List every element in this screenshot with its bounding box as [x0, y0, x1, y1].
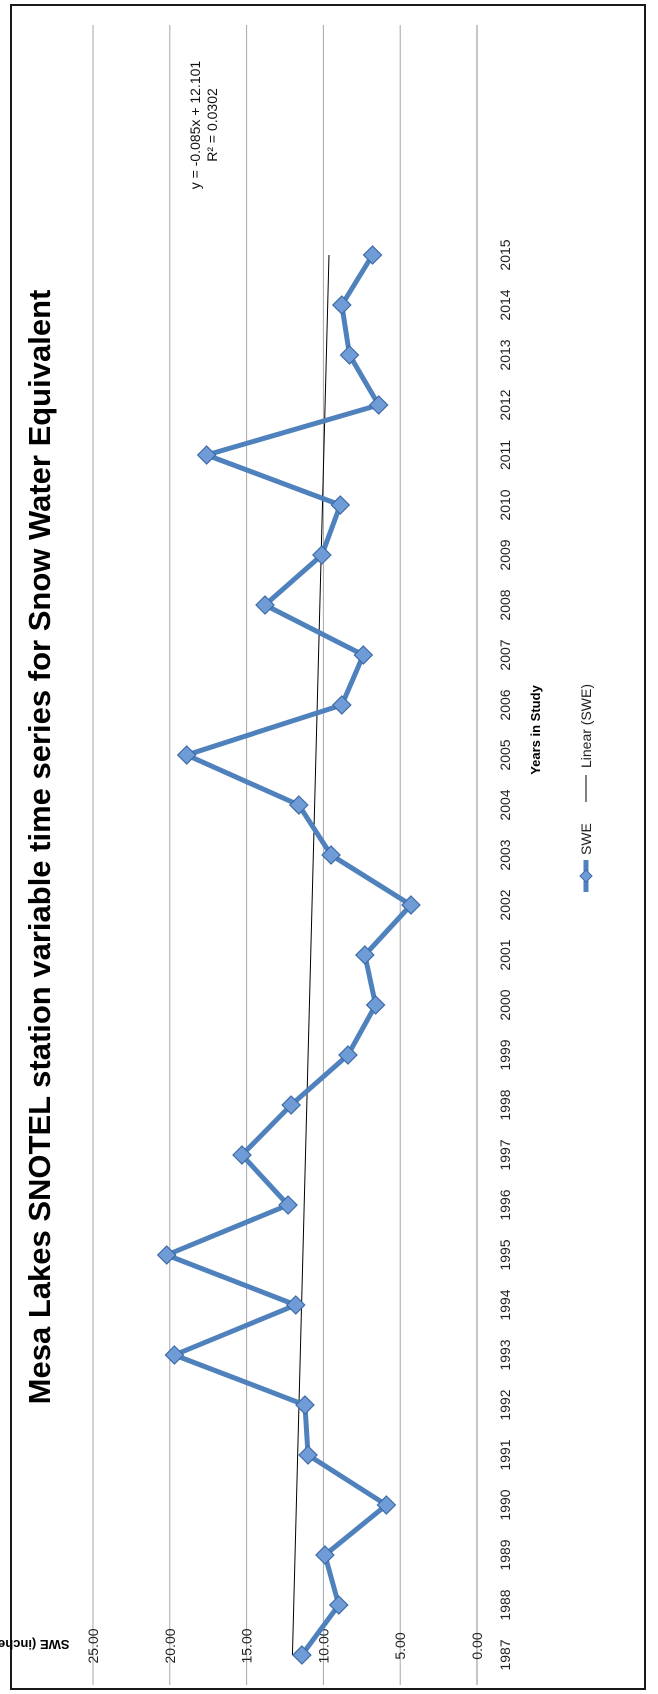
- trendline-equation: y = -0.085x + 12.101: [187, 61, 203, 190]
- data-point-marker[interactable]: [321, 845, 341, 865]
- x-tick-label: 1995: [497, 1239, 513, 1270]
- data-point-marker[interactable]: [285, 1295, 306, 1315]
- data-point-marker[interactable]: [156, 1245, 177, 1265]
- chart-title: Mesa Lakes SNOTEL station variable time …: [22, 290, 57, 1405]
- x-tick-label: 1990: [497, 1489, 513, 1520]
- x-tick-label: 2010: [497, 489, 513, 520]
- x-tick-label: 2005: [497, 739, 513, 770]
- x-tick-label: 1993: [497, 1339, 513, 1370]
- x-tick-label: 2008: [497, 589, 513, 620]
- data-point-marker[interactable]: [196, 445, 217, 465]
- legend-item-swe: SWE: [578, 823, 594, 892]
- legend-label-linear: Linear (SWE): [578, 684, 594, 768]
- x-tick-label: 1992: [497, 1389, 513, 1420]
- data-point-marker[interactable]: [312, 545, 332, 565]
- x-tick-label: 1989: [497, 1539, 513, 1570]
- data-point-marker[interactable]: [292, 1645, 312, 1665]
- data-point-marker[interactable]: [315, 1545, 335, 1565]
- x-tick-label: 1991: [497, 1439, 513, 1470]
- data-point-marker[interactable]: [401, 895, 421, 915]
- x-tick-label: 2011: [497, 440, 513, 470]
- data-point-marker[interactable]: [362, 245, 383, 265]
- data-point-marker[interactable]: [355, 945, 375, 965]
- x-tick-label: 2007: [497, 639, 513, 670]
- data-point-marker[interactable]: [288, 795, 309, 815]
- data-point-marker[interactable]: [338, 1045, 358, 1065]
- x-tick-label: 2003: [497, 839, 513, 870]
- data-point-marker[interactable]: [164, 1345, 185, 1365]
- trendline: [291, 254, 330, 1656]
- data-point-marker[interactable]: [353, 645, 374, 665]
- data-point-marker[interactable]: [255, 595, 275, 615]
- data-point-marker[interactable]: [331, 695, 352, 715]
- y-tick-label: 5.00: [392, 1632, 408, 1659]
- x-tick-label: 2013: [497, 339, 513, 370]
- data-point-marker[interactable]: [331, 295, 352, 315]
- legend-label-swe: SWE: [578, 823, 594, 855]
- legend-swatch-marker: [579, 869, 593, 883]
- y-tick-label: 25.00: [85, 1628, 101, 1663]
- data-point-marker[interactable]: [330, 495, 351, 515]
- x-tick-label: 2012: [497, 389, 513, 420]
- x-tick-label: 1996: [497, 1189, 513, 1220]
- x-tick-label: 2002: [497, 889, 513, 920]
- legend-item-linear: Linear (SWE): [578, 684, 594, 802]
- data-point-marker[interactable]: [278, 1195, 298, 1215]
- x-axis-label: Years in Study: [528, 684, 543, 774]
- data-point-marker[interactable]: [328, 1595, 349, 1615]
- y-tick-label: 20.00: [162, 1628, 178, 1663]
- data-point-marker[interactable]: [295, 1395, 315, 1415]
- data-point-marker[interactable]: [339, 345, 360, 365]
- x-tick-label: 2014: [497, 289, 513, 320]
- x-tick-label: 2015: [497, 239, 513, 270]
- x-tick-label: 1987: [497, 1639, 513, 1670]
- x-tick-label: 2006: [497, 689, 513, 720]
- data-point-marker[interactable]: [365, 995, 386, 1015]
- data-point-marker[interactable]: [232, 1145, 252, 1165]
- data-point-marker[interactable]: [376, 1495, 397, 1515]
- data-point-marker[interactable]: [176, 745, 197, 765]
- trendline-r2: R² = 0.0302: [204, 88, 220, 162]
- y-tick-label: 0.00: [469, 1632, 485, 1659]
- data-point-marker[interactable]: [298, 1445, 318, 1465]
- y-tick-label: 10.00: [315, 1628, 331, 1663]
- x-tick-label: 2001: [497, 939, 513, 970]
- x-tick-label: 2009: [497, 539, 513, 570]
- x-tick-label: 1997: [497, 1139, 513, 1170]
- y-axis-label: SWE (inches): [0, 1637, 70, 1652]
- x-tick-label: 2004: [497, 789, 513, 820]
- data-point-marker[interactable]: [368, 395, 389, 415]
- x-tick-label: 1988: [497, 1589, 513, 1620]
- x-tick-label: 2000: [497, 989, 513, 1020]
- y-tick-label: 15.00: [239, 1628, 255, 1663]
- x-tick-label: 1999: [497, 1039, 513, 1070]
- x-tick-label: 1994: [497, 1289, 513, 1320]
- data-point-marker[interactable]: [281, 1095, 301, 1115]
- x-tick-label: 1998: [497, 1089, 513, 1120]
